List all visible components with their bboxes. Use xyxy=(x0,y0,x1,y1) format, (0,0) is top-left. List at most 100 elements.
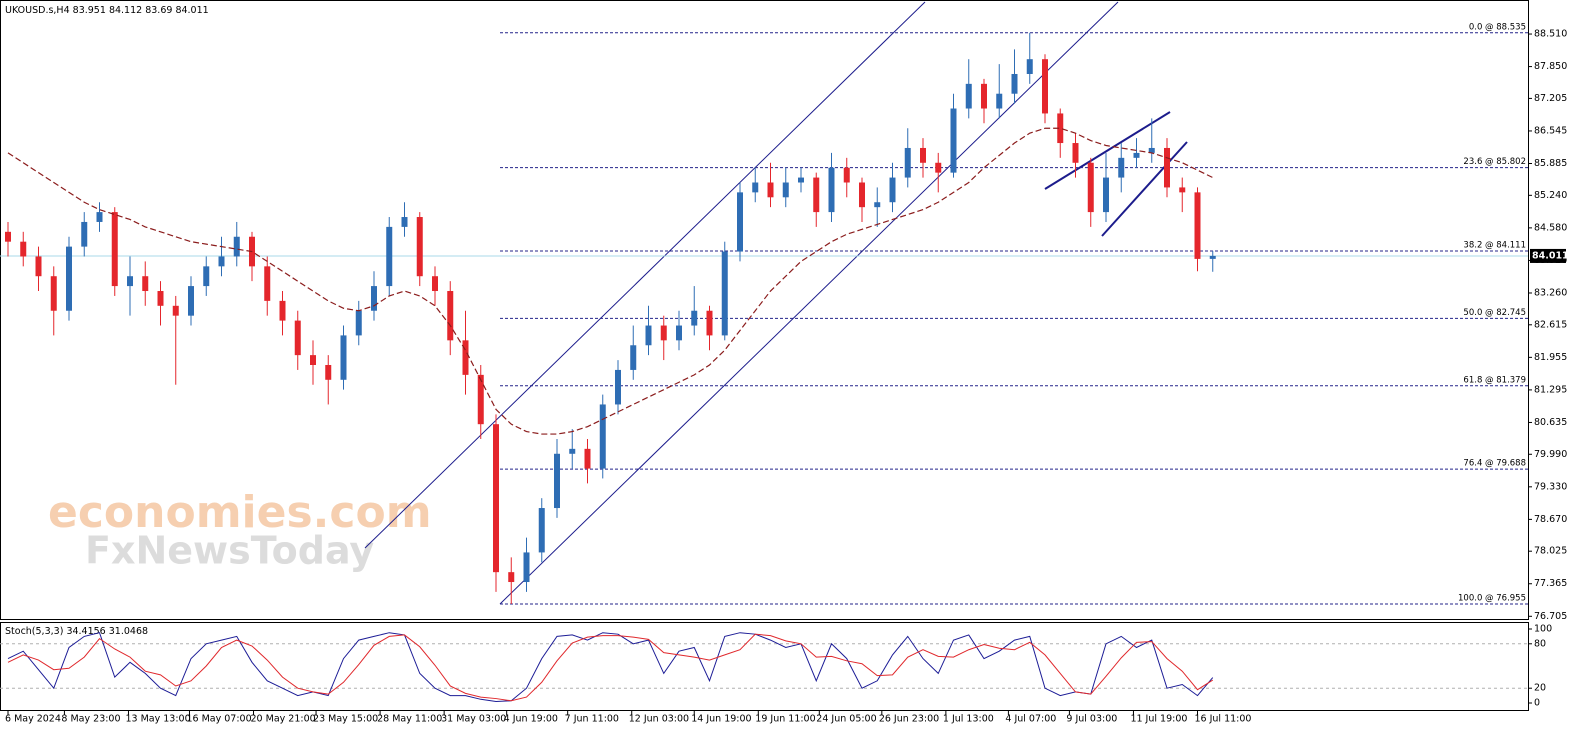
y-tick-label: 79.330 xyxy=(1534,481,1567,492)
candle-body xyxy=(355,310,362,336)
x-tick-label: 13 May 13:00 xyxy=(125,714,190,725)
candle-body xyxy=(691,310,698,326)
candle-body xyxy=(50,276,57,311)
candle-body xyxy=(1179,187,1186,193)
candle-body xyxy=(310,355,316,365)
y-tick-label: 86.545 xyxy=(1534,125,1567,136)
moving-average xyxy=(7,127,1214,435)
candle-body xyxy=(432,276,438,292)
y-tick-label: 87.850 xyxy=(1534,61,1567,72)
candle-body xyxy=(981,83,987,109)
y-tick-label: 77.365 xyxy=(1534,578,1567,589)
candle-body xyxy=(737,192,743,252)
trend-lines xyxy=(364,1,1188,605)
candle-body xyxy=(401,217,408,227)
candle-body xyxy=(1194,192,1201,259)
candle-body xyxy=(1011,73,1018,94)
x-tick-label: 11 Jul 19:00 xyxy=(1130,714,1187,725)
x-tick-label: 16 Jul 11:00 xyxy=(1195,714,1252,725)
fib-label: 23.6 @ 85.802 xyxy=(1463,157,1526,167)
fib-label: 100.0 @ 76.955 xyxy=(1458,593,1526,603)
candle-body xyxy=(20,241,27,257)
candle-body xyxy=(325,364,332,380)
candle-body xyxy=(111,212,118,287)
wedge-line xyxy=(1044,111,1171,190)
candle-body xyxy=(462,340,469,375)
y-tick-label: 80.635 xyxy=(1534,417,1567,428)
x-tick-label: 14 Jun 19:00 xyxy=(691,714,751,725)
candle-body xyxy=(523,552,530,583)
y-tick-label: 85.240 xyxy=(1534,190,1567,201)
main-frame xyxy=(0,0,1529,620)
channel-line xyxy=(364,1,926,549)
x-tick-label: 8 May 23:00 xyxy=(61,714,120,725)
candle-body xyxy=(782,182,789,198)
candle-body xyxy=(188,286,194,316)
candle-body xyxy=(35,256,42,277)
watermark: economies.com xyxy=(48,487,432,538)
candle-body xyxy=(874,202,881,208)
candle-body xyxy=(813,177,820,213)
stoch-line xyxy=(7,633,1214,702)
candle-body xyxy=(81,221,88,247)
candle-body xyxy=(584,448,591,469)
channel-line xyxy=(499,1,1119,605)
x-tick-label: 6 May 2024 xyxy=(5,714,61,725)
candle-body xyxy=(1026,59,1033,74)
candle-body xyxy=(996,93,1003,109)
y-tick-label: 100 xyxy=(1534,624,1552,635)
candle-body xyxy=(599,404,606,469)
y-tick-label: 81.955 xyxy=(1534,352,1567,363)
x-tick-label: 7 Jun 11:00 xyxy=(565,714,619,725)
candle-body xyxy=(5,231,11,242)
fib-label: 38.2 @ 84.111 xyxy=(1463,241,1526,251)
candle-body xyxy=(660,325,667,341)
candle-body xyxy=(142,276,149,292)
candle-body xyxy=(615,369,621,405)
candle-body xyxy=(172,305,179,316)
fib-label: 61.8 @ 81.379 xyxy=(1463,375,1526,385)
candle-body xyxy=(1209,255,1216,259)
candle-body xyxy=(767,182,774,198)
candle-body xyxy=(920,147,926,163)
candle-body xyxy=(706,310,713,336)
x-tick-label: 31 May 03:00 xyxy=(441,714,506,725)
candle-body xyxy=(508,572,515,583)
y-tick-label: 78.670 xyxy=(1534,514,1567,525)
candle-body xyxy=(721,251,728,336)
x-tick-label: 20 May 21:00 xyxy=(251,714,316,725)
candle-body xyxy=(798,177,804,183)
candle-body xyxy=(264,266,271,301)
candle-body xyxy=(554,453,560,509)
y-tick-label: 84.580 xyxy=(1534,222,1567,233)
candle-body xyxy=(340,335,347,380)
x-tick-label: 23 May 15:00 xyxy=(313,714,378,725)
y-tick-label: 0 xyxy=(1534,698,1540,709)
candle-body xyxy=(1072,143,1079,163)
candle-body xyxy=(1164,147,1170,188)
candle-body xyxy=(477,374,484,425)
y-tick-label: 20 xyxy=(1534,683,1546,694)
y-tick-label: 80 xyxy=(1534,638,1546,649)
wedge-line xyxy=(1101,141,1188,237)
candle-body xyxy=(630,345,637,370)
chart-title: UKOUSD.s,H4 83.951 84.112 83.69 84.011 xyxy=(5,5,209,16)
x-tick-label: 4 Jul 07:00 xyxy=(1005,714,1056,725)
x-tick-label: 19 Jun 11:00 xyxy=(755,714,815,725)
x-tick-label: 24 Jun 05:00 xyxy=(816,714,876,725)
candle-body xyxy=(96,212,103,222)
y-tick-label: 85.885 xyxy=(1534,158,1567,169)
candle-body xyxy=(279,300,286,321)
y-tick-label: 81.295 xyxy=(1534,384,1567,395)
candle-body xyxy=(157,291,164,306)
candle-body xyxy=(752,182,759,193)
candle-body xyxy=(493,424,499,573)
candle-body xyxy=(843,167,850,183)
candle-body xyxy=(1057,113,1064,144)
candle-body xyxy=(233,236,240,257)
candle-body xyxy=(1042,59,1048,114)
candle-body xyxy=(889,177,896,203)
candle-body xyxy=(1148,147,1155,153)
candle-body xyxy=(294,320,301,356)
